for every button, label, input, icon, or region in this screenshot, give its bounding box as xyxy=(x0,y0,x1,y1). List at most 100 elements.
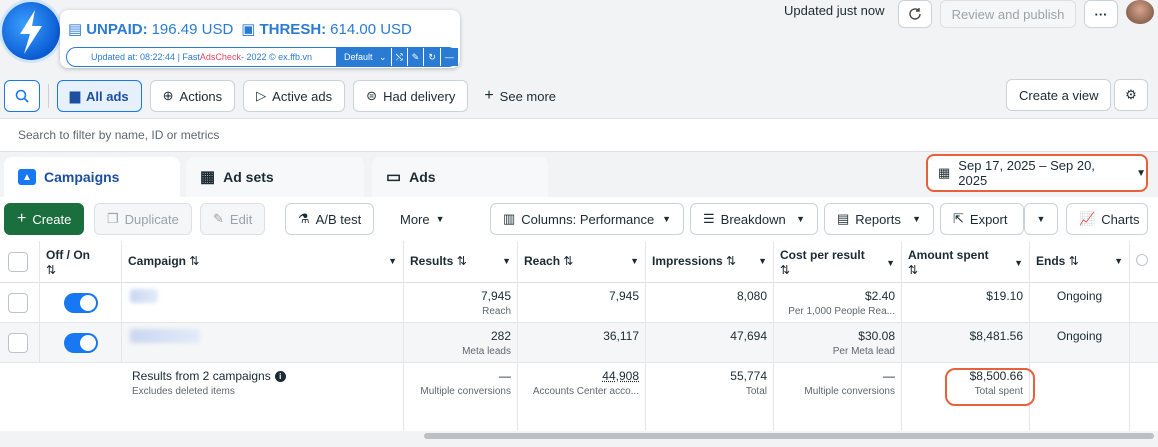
campaign-name-cell[interactable] xyxy=(122,323,404,362)
see-more-button[interactable]: + See more xyxy=(476,80,564,112)
thresh-value: 614.00 USD xyxy=(330,20,412,38)
sort-icon: ⇅ xyxy=(908,263,919,277)
date-range-picker[interactable]: ▦ Sep 17, 2025 – Sep 20, 2025 ▼ xyxy=(926,154,1148,192)
campaign-name-cell[interactable] xyxy=(122,283,404,322)
impressions-header[interactable]: Impressions ⇅ ▼ xyxy=(646,241,774,283)
campaign-toggle[interactable] xyxy=(64,333,98,353)
select-all-checkbox[interactable] xyxy=(8,252,28,272)
results-value: 7,945 xyxy=(480,289,511,303)
summary-cost-cell: — Multiple conversions xyxy=(774,363,902,431)
active-ads-button[interactable]: ▷ Active ads xyxy=(243,80,346,112)
reports-icon: ▤ xyxy=(837,211,850,226)
horizontal-scrollbar[interactable] xyxy=(424,433,1154,439)
results-value: 282 xyxy=(490,329,511,343)
edit-button[interactable]: ✎ Edit xyxy=(200,203,266,235)
pencil-icon: ✎ xyxy=(213,211,224,226)
columns-button[interactable]: ▥ Columns: Performance ▼ xyxy=(490,203,684,235)
off-on-header[interactable]: Off / On ⇅ xyxy=(40,241,122,283)
row-checkbox[interactable] xyxy=(8,333,28,353)
had-delivery-button[interactable]: ⊜ Had delivery xyxy=(353,80,469,112)
ends-cell: Ongoing xyxy=(1030,323,1130,362)
row-select-cell xyxy=(0,283,40,322)
table-header: Off / On ⇅ Campaign ⇅ ▼ Results ⇅ ▼ Reach… xyxy=(0,241,1158,283)
search-toggle-button[interactable] xyxy=(4,80,40,112)
caret-down-icon: ▼ xyxy=(388,256,397,266)
filter-search-bar xyxy=(0,118,1158,152)
spent-value: $19.10 xyxy=(986,289,1023,303)
campaign-icon: ▲ xyxy=(18,169,36,185)
campaign-header-label: Campaign xyxy=(128,254,187,268)
info-icon[interactable]: i xyxy=(274,370,286,382)
refresh-button[interactable] xyxy=(898,0,932,28)
columns-label: Columns: Performance xyxy=(521,211,655,227)
cost-per-result-header-label: Cost per result xyxy=(780,248,865,262)
see-more-label: See more xyxy=(499,88,557,104)
actions-button[interactable]: ⊕ Actions xyxy=(149,80,236,112)
ends-value: Ongoing xyxy=(1056,289,1103,303)
export-icon: ⇱ xyxy=(953,211,964,226)
amount-spent-header[interactable]: Amount spent ⇅ ▼ xyxy=(902,241,1030,283)
minimize-icon[interactable]: — xyxy=(440,48,458,66)
edit-icon[interactable]: ✎ xyxy=(407,48,424,66)
caret-down-icon: ▼ xyxy=(1036,214,1046,224)
avatar[interactable] xyxy=(1126,0,1154,24)
add-column-icon[interactable] xyxy=(1136,254,1148,266)
updated-status: Updated just now xyxy=(784,3,885,18)
date-range-label: Sep 17, 2025 – Sep 20, 2025 xyxy=(958,158,1095,188)
reports-button[interactable]: ▤ Reports ▼ xyxy=(824,203,934,235)
review-publish-button[interactable]: Review and publish xyxy=(940,0,1076,28)
impressions-value: 8,080 xyxy=(736,289,767,303)
ad-icon: ▭ xyxy=(386,169,402,186)
search-input[interactable] xyxy=(0,119,1158,151)
reach-value: 7,945 xyxy=(608,289,639,303)
view-settings-button[interactable]: ⚙ xyxy=(1114,79,1148,111)
create-button[interactable]: + Create xyxy=(4,203,85,235)
sort-icon: ⇅ xyxy=(563,254,574,268)
caret-down-icon: ▼ xyxy=(1136,167,1146,179)
export-dropdown-button[interactable]: ▼ xyxy=(1024,203,1058,235)
reach-header[interactable]: Reach ⇅ ▼ xyxy=(518,241,646,283)
create-view-button[interactable]: Create a view xyxy=(1006,79,1112,111)
campaign-header[interactable]: Campaign ⇅ ▼ xyxy=(122,241,404,283)
more-actions-label: More xyxy=(400,211,430,227)
cost-value: $30.08 xyxy=(858,329,895,343)
row-checkbox[interactable] xyxy=(8,293,28,313)
ab-test-button[interactable]: ⚗ A/B test xyxy=(285,203,375,235)
sort-icon: ⇅ xyxy=(1068,254,1079,268)
summary-impressions: 55,774 xyxy=(730,369,767,383)
caret-down-icon: ▼ xyxy=(1114,256,1123,266)
duplicate-button[interactable]: ❐ Duplicate xyxy=(94,203,192,235)
actions-label: Actions xyxy=(179,88,223,104)
export-button[interactable]: ⇱ Export xyxy=(940,203,1024,235)
tab-campaigns[interactable]: ▲ Campaigns xyxy=(4,157,180,197)
total-spent-highlight xyxy=(945,368,1035,406)
ab-test-label: A/B test xyxy=(315,211,362,227)
summary-reach-sub: Accounts Center acco... xyxy=(532,386,639,397)
campaign-toggle[interactable] xyxy=(64,293,98,313)
calendar-icon: ▦ xyxy=(938,165,951,180)
profile-select[interactable]: Default ⌄ xyxy=(336,48,391,66)
caret-down-icon: ▼ xyxy=(502,256,511,266)
folder-icon: ▆ xyxy=(70,88,80,103)
cost-sub: Per 1,000 People Rea... xyxy=(788,306,895,317)
all-ads-button[interactable]: ▆ All ads xyxy=(57,80,142,112)
cost-per-result-header[interactable]: Cost per result ⇅ ▼ xyxy=(774,241,902,283)
table-row: 7,945 Reach 7,945 8,080 $2.40 Per 1,000 Pe… xyxy=(0,283,1158,323)
shuffle-icon[interactable]: ⤭ xyxy=(391,48,407,66)
ends-header-label: Ends xyxy=(1036,254,1066,268)
more-actions-button[interactable]: More ▼ xyxy=(392,203,453,235)
refresh-icon[interactable]: ↻ xyxy=(424,48,440,66)
more-options-button[interactable]: ··· xyxy=(1084,0,1118,28)
summary-title: Results from 2 campaigns xyxy=(132,369,271,383)
tab-ads[interactable]: ▭ Ads xyxy=(372,157,548,197)
summary-results: — xyxy=(499,369,511,383)
summary-reach-cell: 44,908 Accounts Center acco... xyxy=(518,363,646,431)
breakdown-button[interactable]: ☰ Breakdown ▼ xyxy=(690,203,818,235)
create-label: Create xyxy=(32,211,72,227)
results-header[interactable]: Results ⇅ ▼ xyxy=(404,241,518,283)
summary-results-cell: — Multiple conversions xyxy=(404,363,518,431)
charts-button[interactable]: 📈 Charts xyxy=(1066,203,1148,235)
tab-ad-sets[interactable]: ▦ Ad sets xyxy=(186,157,364,197)
sliders-icon: ⚙ xyxy=(1125,87,1137,102)
ends-header[interactable]: Ends ⇅ ▼ xyxy=(1030,241,1130,283)
